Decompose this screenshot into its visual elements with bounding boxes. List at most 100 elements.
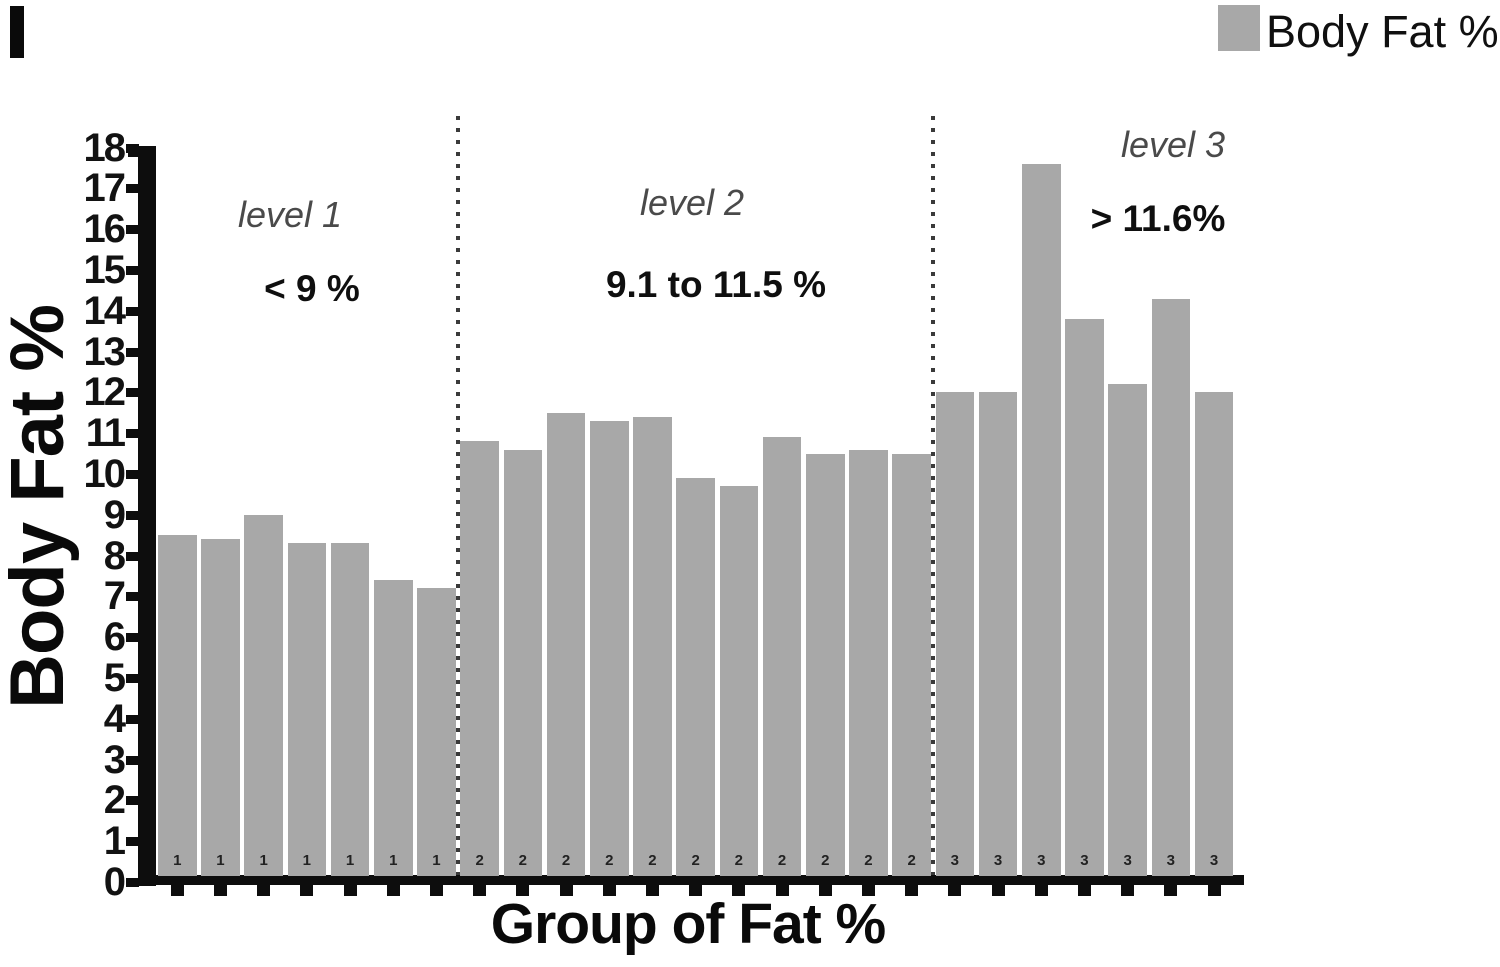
y-axis-tick <box>126 755 139 765</box>
x-axis-tick <box>1164 885 1178 896</box>
y-axis-tick-label: 8 <box>103 533 126 578</box>
bar <box>546 412 586 876</box>
annotation-range-2: 9.1 to 11.5 % <box>605 264 827 305</box>
y-axis-tick-label: 11 <box>85 411 126 456</box>
x-axis-title: Group of Fat % <box>490 892 886 956</box>
bar-group-label: 2 <box>821 852 830 869</box>
bar-group-label: 2 <box>518 852 528 869</box>
y-axis-tick <box>126 674 139 683</box>
x-axis-tick <box>386 885 400 896</box>
y-axis-tick <box>126 184 139 194</box>
bar <box>719 486 759 876</box>
y-axis-tick <box>126 470 139 479</box>
y-axis-tick-label: 3 <box>103 737 126 782</box>
y-axis-tick <box>126 266 139 275</box>
y-axis-cap <box>128 146 156 157</box>
x-axis-tick <box>1034 885 1048 896</box>
bar <box>374 580 413 876</box>
x-axis-tick <box>170 885 184 896</box>
bar <box>978 392 1018 876</box>
bar <box>1022 163 1061 876</box>
x-axis-tick <box>559 885 573 896</box>
y-axis-tick-label: 4 <box>103 696 126 741</box>
y-axis-tick <box>126 796 139 806</box>
bar-group-label: 1 <box>259 852 268 869</box>
bar <box>590 420 629 876</box>
y-axis-tick <box>126 878 139 887</box>
y-axis-tick <box>126 429 139 439</box>
bar <box>460 441 499 876</box>
bar-group-label: 3 <box>1037 852 1046 869</box>
bar <box>158 535 197 876</box>
bar-group-label: 2 <box>475 852 484 869</box>
y-axis-tick <box>126 510 139 520</box>
y-axis-tick-label: 16 <box>83 207 127 252</box>
x-axis-tick <box>602 885 616 896</box>
bar <box>1108 384 1147 876</box>
bar <box>892 453 931 876</box>
bar-group-label: 1 <box>216 852 225 869</box>
bar-group-label: 2 <box>734 852 744 869</box>
x-axis-line <box>138 875 1244 885</box>
y-axis-tick-label: 0 <box>103 860 126 904</box>
bar-group-label: 2 <box>605 852 614 869</box>
bar <box>806 453 845 876</box>
x-axis-tick <box>991 885 1005 896</box>
bar-group-label: 3 <box>1166 852 1176 869</box>
bar <box>676 478 715 876</box>
bar <box>1065 318 1104 876</box>
x-axis-tick <box>905 885 919 896</box>
y-axis-tick-label: 1 <box>103 819 126 864</box>
group-separator <box>455 116 460 875</box>
y-axis-tick-label: 18 <box>83 125 127 170</box>
bar <box>849 449 888 876</box>
legend-label: Body Fat % <box>1266 6 1499 57</box>
annotation-level-2: level 2 <box>639 182 745 223</box>
x-axis-tick <box>689 885 703 896</box>
bar <box>417 588 456 876</box>
bar-group-label: 3 <box>993 852 1003 869</box>
annotation-range-1: < 9 % <box>264 268 360 309</box>
bar-group-label: 3 <box>1123 852 1132 869</box>
x-axis-tick <box>429 885 443 896</box>
y-axis-line <box>138 148 156 886</box>
bar-group-label: 2 <box>648 852 657 869</box>
y-axis-tick <box>126 551 139 561</box>
y-axis-tick <box>126 633 139 643</box>
bar-group-label: 3 <box>950 852 960 869</box>
x-axis-tick <box>473 885 487 896</box>
bar-group-label: 1 <box>173 852 182 869</box>
y-axis-tick <box>126 388 139 398</box>
y-axis-tick-label: 6 <box>103 615 126 660</box>
x-axis-tick <box>948 885 962 896</box>
bar <box>633 416 672 876</box>
scan-artifact <box>10 6 24 58</box>
y-axis-tick <box>126 592 139 602</box>
bar-group-label: 2 <box>561 852 571 869</box>
bar <box>201 539 240 876</box>
y-axis-tick <box>126 837 139 847</box>
x-axis-tick <box>861 885 875 896</box>
y-axis-tick <box>126 143 139 153</box>
x-axis-tick <box>257 885 271 896</box>
bar <box>935 392 975 876</box>
y-axis-tick-label: 5 <box>103 656 126 700</box>
x-axis-tick <box>645 885 659 896</box>
y-axis-tick-label: 12 <box>83 370 127 415</box>
x-axis-tick <box>1077 885 1091 896</box>
bar <box>762 437 802 876</box>
bar-group-label: 2 <box>864 852 873 869</box>
x-axis-tick <box>1207 885 1221 896</box>
bar <box>287 543 327 876</box>
x-axis-tick <box>300 885 314 896</box>
y-axis-tick-label: 17 <box>83 166 127 211</box>
bar-group-label: 1 <box>345 852 355 869</box>
bar <box>244 514 283 876</box>
x-axis-tick <box>1121 885 1135 896</box>
y-axis-tick-label: 14 <box>83 288 127 333</box>
y-axis-tick <box>126 714 139 724</box>
bar-group-label: 2 <box>907 852 916 869</box>
bar <box>1151 298 1191 876</box>
bar <box>503 449 543 876</box>
